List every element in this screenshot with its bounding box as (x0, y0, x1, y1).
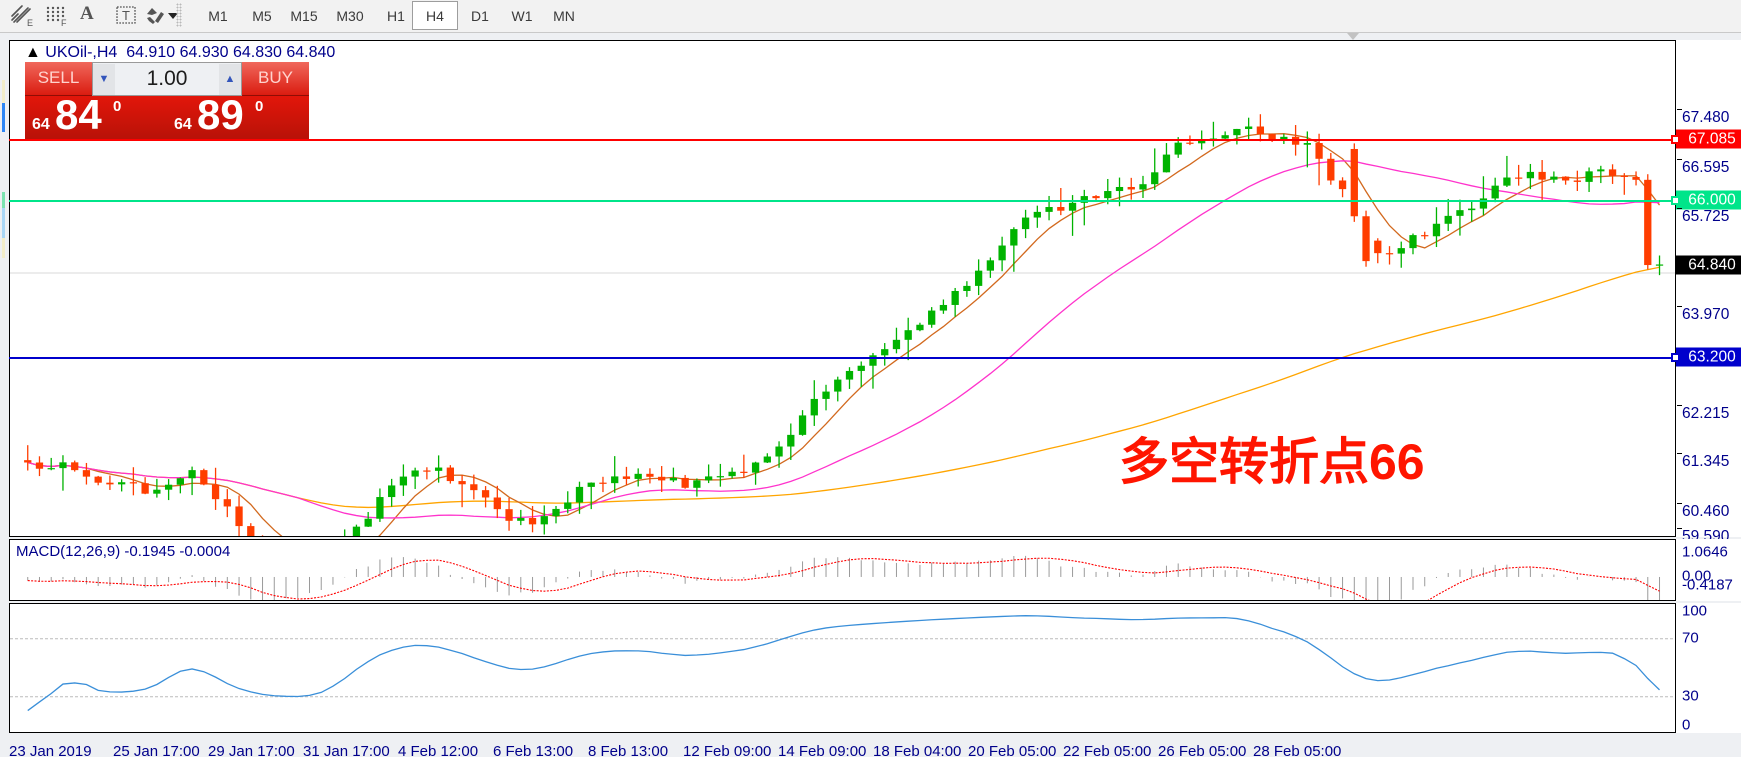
svg-text:T: T (122, 8, 130, 23)
svg-text:E: E (27, 18, 33, 28)
svg-text:F: F (61, 18, 67, 28)
